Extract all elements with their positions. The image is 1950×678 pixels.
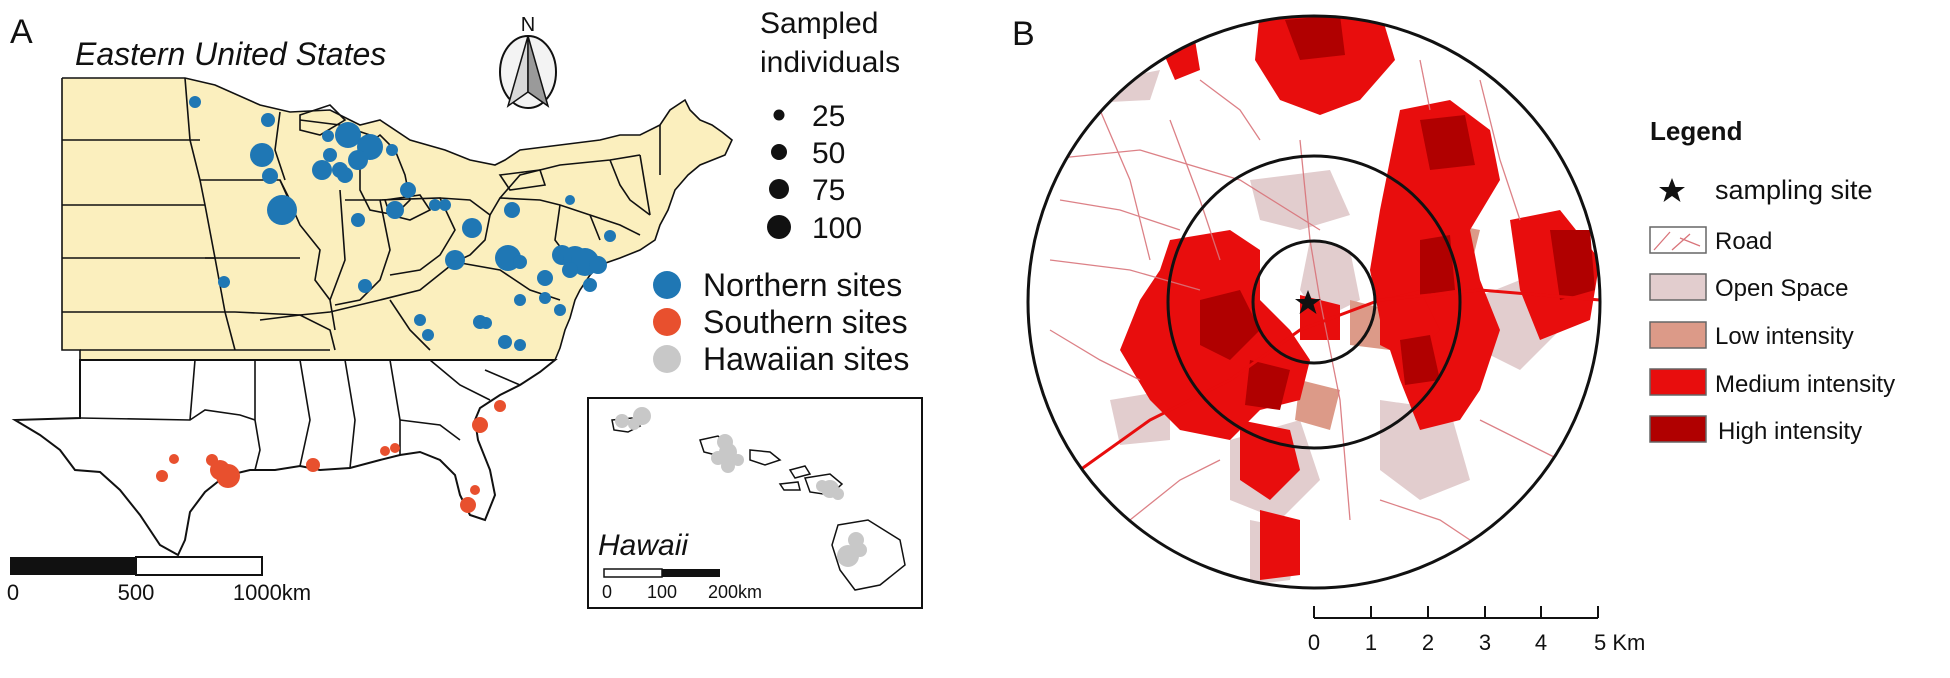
land-use-legend: Legend sampling site Road Open Space Low… xyxy=(1649,116,1895,445)
legend-low-swatch xyxy=(1649,321,1707,349)
northern-site-markers xyxy=(189,96,616,351)
panel-b-letter: B xyxy=(1012,15,1035,53)
scale-a-label-0: 0 xyxy=(7,580,19,605)
scale-b-5km: 5 Km xyxy=(1594,630,1645,655)
legend-open-space: Open Space xyxy=(1715,275,1848,302)
size-25-label: 25 xyxy=(812,100,845,133)
size-100-label: 100 xyxy=(812,212,862,245)
scale-a-label-1000: 1000km xyxy=(233,580,311,605)
size-25-symbol xyxy=(773,109,785,121)
legend-star-icon xyxy=(1659,178,1685,202)
legend-open-space-swatch xyxy=(1649,273,1707,301)
size-50-symbol xyxy=(771,144,787,160)
size-75-label: 75 xyxy=(812,174,845,207)
north-arrow-icon: N xyxy=(499,14,557,109)
size-legend: Sampled individuals 25 50 75 100 xyxy=(760,7,900,245)
scale-bar-b xyxy=(1313,606,1599,619)
legend-high-swatch xyxy=(1649,415,1707,443)
legend-title: Legend xyxy=(1650,116,1742,146)
state-boundaries xyxy=(61,77,733,418)
size-50-label: 50 xyxy=(812,137,845,170)
legend-road-swatch xyxy=(1649,226,1707,254)
size-75-symbol xyxy=(769,179,789,199)
southern-site-markers xyxy=(156,400,506,513)
hawaiian-sites-label: Hawaiian sites xyxy=(703,341,909,377)
hawaiian-site-markers xyxy=(615,407,867,567)
inset-scale-200: 200km xyxy=(708,582,762,602)
scale-a-label-500: 500 xyxy=(118,580,155,605)
size-legend-title-1: Sampled xyxy=(760,7,878,40)
legend-sampling-site: sampling site xyxy=(1715,175,1873,205)
scale-b-1: 1 xyxy=(1365,630,1377,655)
legend-road: Road xyxy=(1715,228,1772,255)
legend-medium: Medium intensity xyxy=(1715,371,1895,398)
hawaiian-sites-swatch xyxy=(653,345,681,373)
map-title: Eastern United States xyxy=(75,36,386,72)
scale-b-0: 0 xyxy=(1308,630,1320,655)
southern-sites-swatch xyxy=(653,308,681,336)
size-legend-title-2: individuals xyxy=(760,46,900,79)
northern-sites-swatch xyxy=(653,271,681,299)
northern-sites-label: Northern sites xyxy=(703,267,902,303)
scale-bar-a: 0 500 1000km xyxy=(7,556,311,605)
buffer-ring-1km xyxy=(1251,239,1377,365)
inset-scale-0: 0 xyxy=(602,582,612,602)
inset-title: Hawaii xyxy=(598,529,689,562)
size-100-symbol xyxy=(767,215,791,239)
buffer-ring-5km xyxy=(1026,14,1602,590)
inset-scale-100: 100 xyxy=(647,582,677,602)
southern-sites-label: Southern sites xyxy=(703,304,908,340)
northern-region xyxy=(62,78,732,360)
hawaii-inset: Hawaii 0 100 200km xyxy=(587,397,923,609)
north-label: N xyxy=(521,14,535,36)
legend-low: Low intensity xyxy=(1715,323,1854,350)
southern-state-boundaries xyxy=(79,359,521,471)
scale-bar-b-labels: 0 1 2 3 4 5 Km xyxy=(1308,630,1645,655)
legend-high: High intensity xyxy=(1718,418,1862,445)
site-color-legend: Northern sites Southern sites Hawaiian s… xyxy=(653,267,909,377)
scale-b-3: 3 xyxy=(1479,630,1491,655)
buffer-ring-2.5km xyxy=(1166,154,1462,450)
scale-b-4: 4 xyxy=(1535,630,1547,655)
southern-states xyxy=(11,359,558,557)
sampling-site-star-icon xyxy=(1295,290,1321,314)
scale-b-2: 2 xyxy=(1422,630,1434,655)
panel-a-letter: A xyxy=(10,13,33,51)
legend-medium-swatch xyxy=(1649,368,1707,396)
